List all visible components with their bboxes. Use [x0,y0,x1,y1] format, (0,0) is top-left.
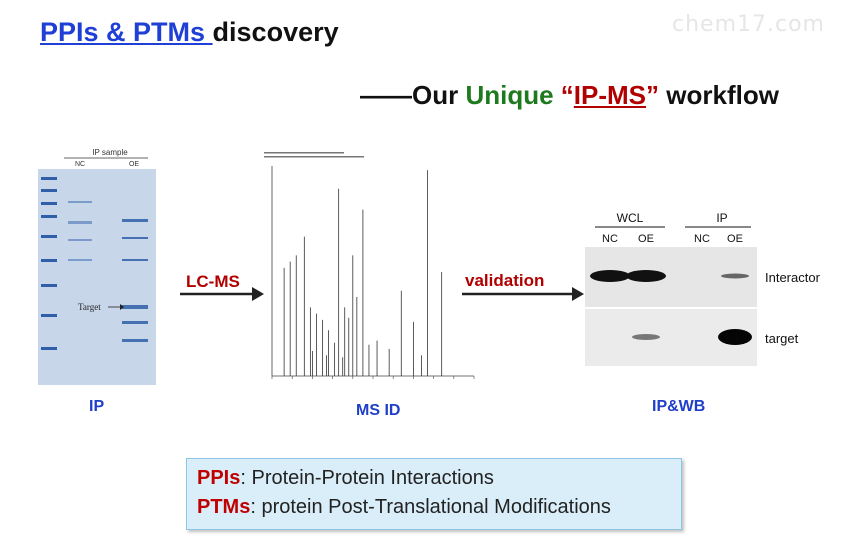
western-blot: WCL IP NC OE NC OE Interactor target [585,211,821,366]
wb-lane-3: NC [694,233,710,245]
watermark: chem17.com [672,12,825,37]
spectrum-peaks [283,170,443,376]
lcms-arrow [180,287,264,301]
caption-ms: MS ID [356,402,401,419]
wb-band-ip-oe-target [718,329,752,345]
gel-image: IP sample NC OE Target [38,149,156,385]
subtitle-our: Our [412,80,466,110]
definition-ptms-abbr: PTMs [197,496,251,518]
lcms-label: LC-MS [186,272,240,291]
subtitle-dash: —— [360,80,412,110]
gel-header: IP sample [92,149,128,157]
definition-ppis: PPIs: Protein-Protein Interactions [197,467,494,490]
wb-row-interactor: Interactor [765,270,821,285]
wb-band-ip-oe-interactor [721,273,749,279]
definitions-box: PPIs: Protein-Protein Interactions PTMs:… [186,458,682,530]
gel-target-label: Target [78,302,101,312]
gel-lane-oe: OE [129,161,139,168]
subtitle-unique: Unique [465,80,554,110]
gel-lane-nc-bands [68,201,92,261]
wb-row-target: target [765,331,799,346]
subtitle-close-quote: ” [646,80,660,110]
validation-label: validation [465,271,545,290]
spectrum-header-lines [264,152,364,158]
caption-wb: IP&WB [652,398,706,415]
gel-background [38,169,156,385]
wb-lane-2: OE [638,233,654,245]
definition-ppis-abbr: PPIs [197,467,241,489]
wb-lane-1: NC [602,233,618,245]
definition-ptms: PTMs: protein Post-Translational Modific… [197,496,611,519]
title-rest: discovery [212,17,339,47]
wb-band-wcl-oe [626,270,666,282]
definition-ppis-text: : Protein-Protein Interactions [240,467,494,489]
validation-arrow [462,287,584,301]
gel-ladder [41,177,57,350]
wb-group-wcl: WCL [617,211,644,225]
mass-spectrum [264,152,475,379]
wb-group-ip: IP [716,211,727,225]
definition-ptms-text: : protein Post-Translational Modificatio… [250,496,611,518]
caption-ip: IP [89,398,105,415]
subtitle-open-quote: “ [553,80,574,110]
spectrum-ticks [271,376,475,379]
wb-band-wcl-oe-target [632,334,660,340]
subtitle-workflow: workflow [659,80,779,110]
subtitle-ipms: IP-MS [573,80,647,110]
page-title: PPIs & PTMs discovery [40,17,339,48]
subtitle: ——Our Unique “IP-MS” workflow [360,80,779,111]
wb-band-wcl-nc [590,270,630,282]
gel-lane-nc: NC [75,161,85,168]
wb-lane-4: OE [727,233,743,245]
gel-lane-oe-bands [122,219,148,342]
title-link[interactable]: PPIs & PTMs [40,17,213,47]
